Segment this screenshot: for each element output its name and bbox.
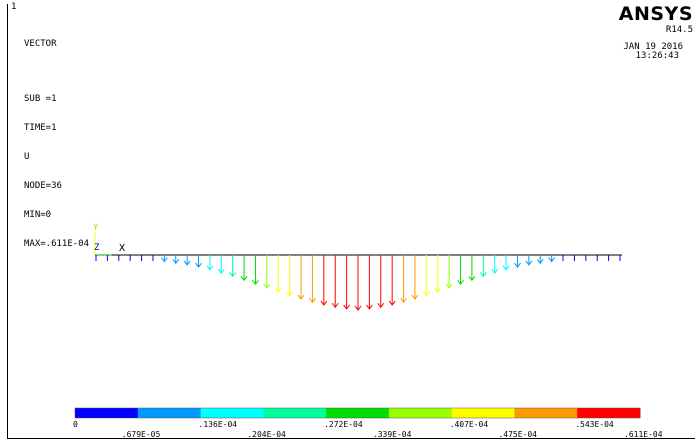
- vector-arrow-head: [365, 304, 373, 310]
- vector-arrow-head: [195, 262, 202, 268]
- vector-arrow-head: [160, 257, 168, 263]
- legend-tick-label-top: 0: [73, 420, 78, 429]
- ansys-logo: ANSYS: [618, 3, 693, 25]
- plot-info-block: VECTOR SUB =1 TIME=1 U NODE=36 MIN=0 MAX…: [24, 19, 89, 258]
- vector-arrow-head: [297, 294, 305, 300]
- vector-arrow-head: [491, 268, 499, 274]
- legend-tick-label-top: .136E-04: [198, 420, 238, 429]
- vector-arrow-head: [252, 279, 259, 285]
- legend-swatch: [200, 408, 264, 418]
- max-label: MAX=.611E-04: [24, 239, 90, 249]
- vector-arrow-head: [320, 300, 328, 306]
- legend-tick-label-bottom: .611E-04: [624, 430, 663, 439]
- vector-arrow-head: [388, 300, 396, 306]
- vector-arrow-head: [263, 283, 271, 289]
- vector-arrow-head: [183, 260, 191, 266]
- legend-swatch: [263, 408, 327, 418]
- time-label: TIME=1: [24, 123, 57, 133]
- legend-tick-label-bottom: .339E-04: [372, 430, 412, 439]
- plot-type-label: VECTOR: [24, 39, 57, 49]
- vector-arrow-head: [525, 260, 533, 266]
- vector-arrow-head: [479, 272, 487, 278]
- legend-swatch: [451, 408, 515, 418]
- min-label: MIN=0: [24, 210, 52, 220]
- vector-arrow-head: [331, 302, 339, 309]
- triad-z-label: Z: [94, 243, 100, 253]
- time-stamp-label: 13:26:43: [635, 51, 679, 61]
- node-label: NODE=36: [24, 181, 62, 191]
- triad-x-label: X: [119, 243, 125, 254]
- legend-swatch: [388, 408, 453, 418]
- legend-tick-label-top: .543E-04: [575, 420, 614, 429]
- item-label: U: [24, 152, 30, 162]
- vector-arrow-head: [229, 272, 237, 278]
- vector-arrow-head: [217, 268, 225, 274]
- vector-arrow-head: [309, 297, 316, 304]
- vector-arrow-head: [445, 283, 453, 289]
- legend-tick-label-bottom: .679E-05: [121, 430, 161, 439]
- vector-arrow-head: [354, 305, 362, 311]
- vector-arrow-head: [536, 258, 544, 265]
- vector-arrow-head: [548, 257, 556, 263]
- legend-swatch: [326, 408, 390, 418]
- vector-arrow-head: [434, 287, 442, 293]
- vector-arrow-head: [400, 297, 407, 304]
- window-number: 1: [11, 2, 17, 12]
- vector-arrow-head: [457, 279, 464, 285]
- vector-arrow-head: [172, 258, 180, 265]
- vector-arrow-head: [514, 262, 521, 268]
- vector-arrow-head: [206, 265, 214, 271]
- legend-tick-label-top: .407E-04: [449, 420, 489, 429]
- vector-arrow-head: [240, 275, 248, 282]
- vector-arrow-head: [286, 291, 294, 297]
- vector-arrow-head: [411, 294, 419, 300]
- graphics-window-frame: [7, 4, 695, 439]
- legend-swatch: [577, 408, 641, 418]
- release-label: R14.5: [665, 25, 693, 35]
- vector-arrow-head: [274, 287, 282, 293]
- vector-arrow-head: [468, 275, 476, 282]
- triad-y-label: Y: [93, 223, 99, 233]
- legend-tick-label-top: .272E-04: [324, 420, 363, 429]
- legend-bar-border: [74, 407, 641, 419]
- vector-arrows-group: [95, 255, 621, 311]
- date-label: JAN 19 2016: [623, 42, 683, 52]
- vector-arrow-head: [377, 302, 385, 309]
- vector-arrow-head: [422, 291, 430, 297]
- vector-arrow-head: [343, 304, 351, 310]
- vector-arrow-head: [502, 265, 510, 271]
- legend-swatch: [75, 408, 139, 418]
- legend-color-bar: [74, 407, 641, 419]
- legend-tick-label-bottom: .204E-04: [247, 430, 286, 439]
- legend-tick-label-bottom: .475E-04: [498, 430, 537, 439]
- legend-swatch: [137, 408, 202, 418]
- substep-label: SUB =1: [24, 94, 57, 104]
- legend-swatch: [514, 408, 578, 418]
